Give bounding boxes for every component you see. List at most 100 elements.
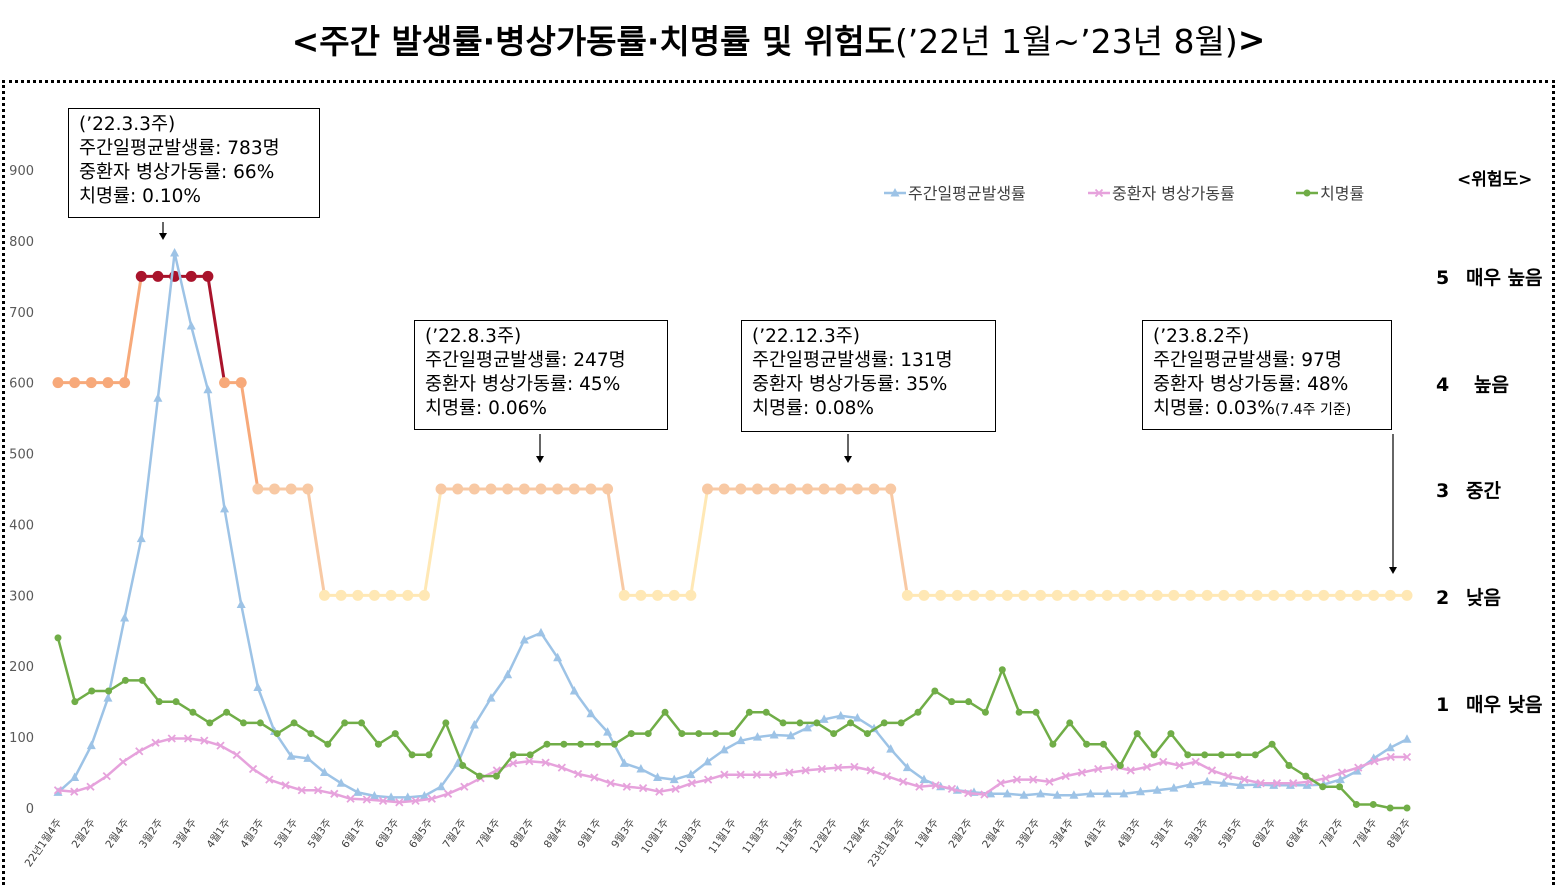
data-point-fatality xyxy=(155,698,163,706)
data-point-cases xyxy=(986,788,996,798)
callout-beds: 중환자 병상가동률: 48% xyxy=(1153,374,1349,395)
risk-level-point xyxy=(585,483,597,495)
data-point-icu-beds xyxy=(557,763,566,772)
data-point-cases xyxy=(86,740,96,750)
x-tick-label: 5월1주 xyxy=(272,817,301,851)
risk-level-point xyxy=(1068,589,1080,601)
risk-level-point xyxy=(1101,589,1113,601)
data-point-icu-beds xyxy=(947,784,957,793)
x-tick-label: 7월2주 xyxy=(441,817,470,851)
risk-level-point xyxy=(735,483,747,495)
x-tick-label: 2월2주 xyxy=(946,817,975,851)
risk-level-point xyxy=(552,483,564,495)
y-tick-label: 600 xyxy=(9,377,34,392)
data-point-icu-beds xyxy=(151,738,160,747)
data-point-cases xyxy=(886,744,896,753)
data-point-icu-beds xyxy=(1012,775,1022,784)
data-point-fatality xyxy=(138,676,146,684)
risk-line-segment xyxy=(689,488,710,596)
risk-level-point xyxy=(835,483,847,495)
callout-cfr-value: 치명률: 0.03% xyxy=(1153,398,1275,419)
data-point-fatality xyxy=(948,698,956,706)
callout-beds: 중환자 병상가동률: 66% xyxy=(79,162,275,183)
data-point-fatality xyxy=(1167,730,1175,738)
data-point-fatality xyxy=(779,719,787,727)
risk-level-point xyxy=(1251,589,1263,601)
risk-level-number: 2 xyxy=(1436,587,1450,609)
data-point-icu-beds xyxy=(118,757,128,767)
risk-level-point xyxy=(652,589,664,601)
data-point-cases xyxy=(253,682,263,691)
callout-week: (’22.8.3주) xyxy=(425,326,522,347)
risk-level-point xyxy=(468,483,480,495)
data-point-fatality xyxy=(1015,708,1023,716)
data-point-fatality xyxy=(1116,761,1124,769)
data-point-icu-beds xyxy=(86,782,95,791)
data-point-icu-beds xyxy=(1272,779,1282,788)
risk-level-number: 3 xyxy=(1436,480,1450,502)
data-point-icu-beds xyxy=(1159,757,1168,767)
risk-level-point xyxy=(352,589,364,601)
callout-2022-12: (’22.12.3주) 주간일평균발생률: 131명 중환자 병상가동률: 35… xyxy=(741,320,996,432)
data-point-icu-beds xyxy=(1321,774,1330,783)
data-point-cases xyxy=(419,790,429,800)
data-point-icu-beds xyxy=(1175,761,1184,770)
risk-level-point xyxy=(418,589,430,601)
data-point-cases xyxy=(569,686,579,695)
data-point-fatality xyxy=(847,719,855,727)
data-point-fatality xyxy=(1150,751,1158,759)
data-point-icu-beds xyxy=(281,781,290,790)
x-tick-label: 7월2주 xyxy=(1317,817,1346,851)
risk-level-point xyxy=(868,483,880,495)
data-point-icu-beds xyxy=(443,789,453,798)
data-point-fatality xyxy=(509,751,517,759)
risk-level-point xyxy=(535,483,547,495)
legend-marker-fatality xyxy=(1303,189,1311,197)
risk-level-point xyxy=(768,483,780,495)
data-point-fatality xyxy=(998,666,1006,674)
callout-pointer-arrowhead xyxy=(1389,567,1397,574)
risk-line-segment xyxy=(306,488,326,596)
risk-level-point xyxy=(1368,589,1380,601)
data-point-icu-beds xyxy=(703,775,713,784)
data-point-fatality xyxy=(745,708,753,716)
data-point-icu-beds xyxy=(915,782,924,791)
risk-level-point xyxy=(1334,589,1346,601)
data-point-icu-beds xyxy=(1289,779,1298,788)
x-tick-label: 5월3주 xyxy=(306,817,335,851)
data-point-icu-beds xyxy=(525,757,534,766)
x-tick-label: 5월3주 xyxy=(1183,817,1212,851)
callout-pointer-arrowhead xyxy=(536,456,544,463)
risk-level-point xyxy=(1384,589,1396,601)
data-point-fatality xyxy=(105,687,113,695)
risk-level-number: 1 xyxy=(1436,694,1450,716)
risk-level-label: 매우 낮음 xyxy=(1466,694,1543,716)
data-point-icu-beds xyxy=(996,779,1005,788)
risk-level-point xyxy=(1051,589,1063,601)
data-point-cases xyxy=(1102,788,1112,798)
data-point-icu-beds xyxy=(1370,757,1379,766)
callout-beds: 중환자 병상가동률: 35% xyxy=(752,374,948,395)
data-point-icu-beds xyxy=(1110,762,1119,772)
risk-level-point xyxy=(1168,589,1180,601)
risk-level-3: 3 중간 xyxy=(1436,476,1501,503)
callout-pointer-arrowhead xyxy=(844,456,852,463)
data-point-icu-beds xyxy=(606,779,615,788)
data-point-fatality xyxy=(543,740,551,748)
data-point-cases xyxy=(1235,780,1245,789)
data-point-fatality xyxy=(88,687,96,695)
x-tick-label: 12월4주 xyxy=(841,817,874,856)
x-tick-label: 7월4주 xyxy=(1351,817,1380,851)
data-point-icu-beds xyxy=(265,775,274,784)
risk-level-point xyxy=(402,589,414,601)
data-point-fatality xyxy=(290,719,298,727)
data-point-cases xyxy=(436,781,446,791)
data-point-icu-beds xyxy=(638,784,648,793)
data-point-icu-beds xyxy=(135,747,144,756)
callout-peak-2022-3: (’22.3.3주) 주간일평균발생률: 783명 중환자 병상가동률: 66%… xyxy=(68,108,320,218)
data-point-cases xyxy=(1202,776,1212,786)
data-point-cases xyxy=(636,764,646,773)
x-tick-label: 2월2주 xyxy=(70,817,99,851)
legend-label: 치명률 xyxy=(1320,184,1364,203)
